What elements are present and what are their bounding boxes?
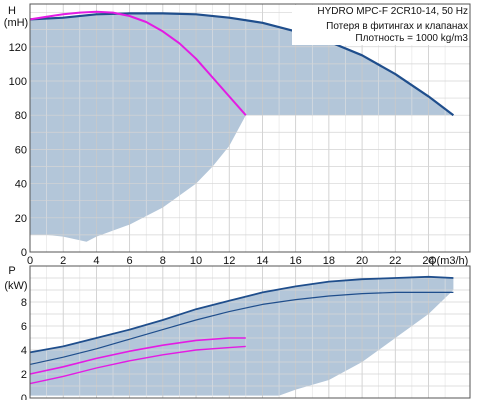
head-axis-label: H [8, 5, 16, 17]
flow-xtick-label: 22 [389, 255, 401, 267]
flow-axis-label: Q(m3/h) [428, 255, 468, 267]
power-curve-2 [29, 291, 454, 365]
power-ytick-label: 8 [21, 297, 27, 309]
power-curve-1 [29, 275, 454, 354]
head-ytick-label: 0 [21, 247, 27, 259]
power-ytick-label: 4 [21, 345, 27, 357]
power-ytick-label: 0 [21, 393, 27, 400]
head-plot-frame [29, 3, 471, 253]
head-ytick-label: 40 [15, 179, 27, 191]
power-axis-label: P [8, 265, 15, 277]
power-plot-frame [29, 265, 471, 399]
flow-xtick-label: 2 [60, 255, 66, 267]
flow-xtick-label: 6 [127, 255, 133, 267]
flow-xtick-label: 10 [190, 255, 202, 267]
head-axis-unit: (mH) [4, 17, 28, 29]
power-curve-4 [29, 345, 246, 385]
flow-xtick-label: 0 [27, 255, 33, 267]
flow-xtick-label: 18 [323, 255, 335, 267]
head-curve-2 [29, 10, 247, 116]
flow-xtick-label: 12 [223, 255, 235, 267]
flow-xtick-label: 16 [290, 255, 302, 267]
power-axis-unit: (kW) [4, 280, 27, 292]
head-curve-1 [29, 12, 455, 117]
flow-xtick-label: 20 [356, 255, 368, 267]
head-ytick-label: 60 [15, 144, 27, 156]
power-ytick-label: 2 [21, 369, 27, 381]
flow-xtick-label: 14 [256, 255, 268, 267]
head-ytick-label: 20 [15, 213, 27, 225]
chart-title: HYDRO MPC-F 2CR10-14, 50 Hz [317, 6, 468, 17]
legend-box [292, 5, 469, 45]
head-ytick-label: 120 [9, 42, 27, 54]
legend-note-density: Плотность = 1000 kg/m3 [355, 33, 468, 44]
power-operating-area [30, 276, 454, 396]
power-chart-panel: 0 2 4 6 8 P (kW) [4, 265, 471, 400]
flow-xtick-label: 24 [422, 255, 434, 267]
power-curve-3 [29, 337, 246, 375]
head-ytick-label: 100 [9, 76, 27, 88]
legend-note-fittings: Потеря в фитингах и клапанах [326, 20, 468, 32]
flow-xtick-label: 4 [93, 255, 99, 267]
power-ytick-label: 6 [21, 321, 27, 333]
head-ytick-label: 80 [15, 110, 27, 122]
flow-xtick-label: 8 [160, 255, 166, 267]
head-operating-area [30, 13, 454, 242]
